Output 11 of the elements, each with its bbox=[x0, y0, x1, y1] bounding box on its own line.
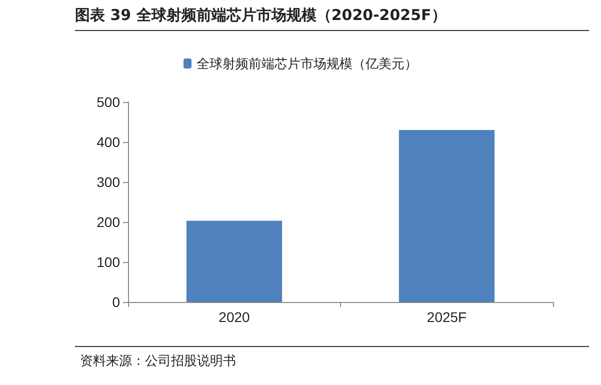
x-tick-label: 2020 bbox=[218, 309, 250, 325]
y-tick-label: 0 bbox=[112, 294, 120, 310]
y-tick-label: 200 bbox=[96, 214, 120, 230]
y-tick-label: 400 bbox=[96, 134, 120, 150]
chart-title: 图表 39 全球射频前端芯片市场规模（2020-2025F） bbox=[75, 6, 446, 25]
x-tick-label: 2025F bbox=[426, 309, 467, 325]
legend-label: 全球射频前端芯片市场规模（亿美元） bbox=[196, 56, 418, 71]
y-tick-label: 300 bbox=[96, 174, 120, 190]
y-tick-label: 500 bbox=[96, 94, 120, 110]
y-tick-label: 100 bbox=[96, 254, 120, 270]
text: 资料来源：公司招股说明书 bbox=[80, 353, 236, 370]
